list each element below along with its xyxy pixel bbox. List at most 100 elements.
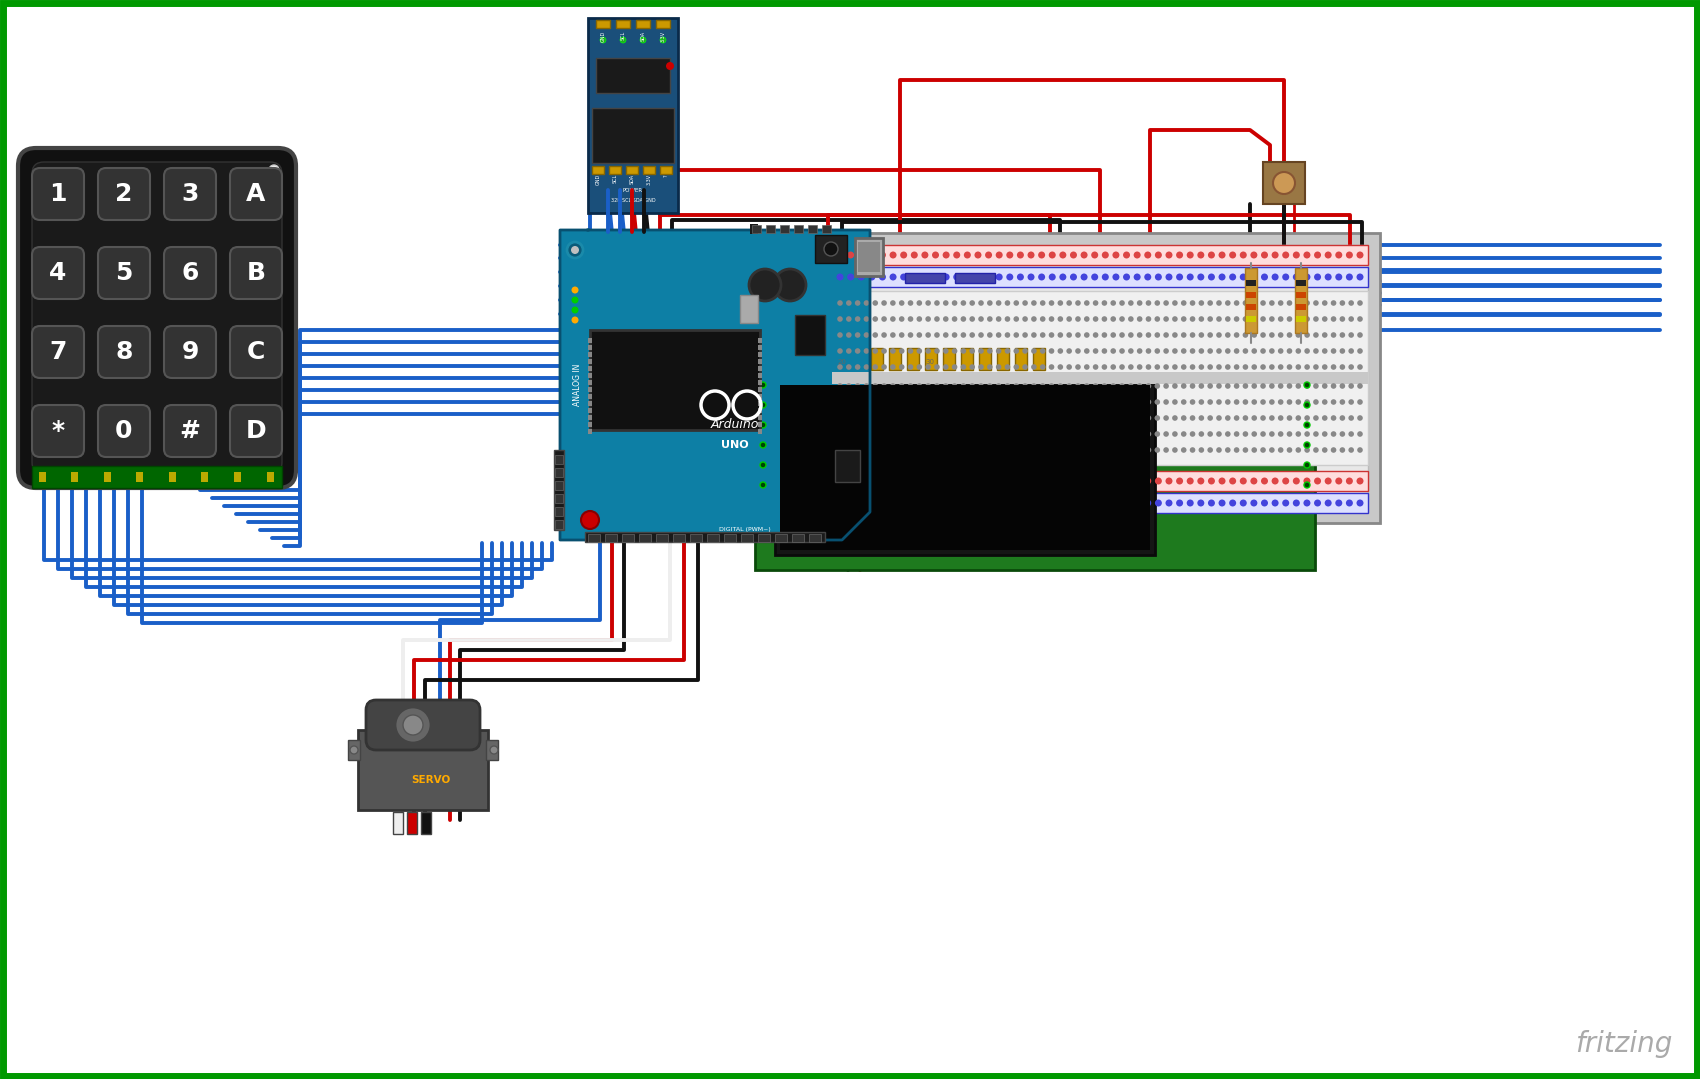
Circle shape <box>1006 273 1013 281</box>
Circle shape <box>1110 332 1115 338</box>
Bar <box>831 493 1368 513</box>
Circle shape <box>1348 432 1353 437</box>
Circle shape <box>1270 349 1275 354</box>
Circle shape <box>1102 432 1107 437</box>
Bar <box>758 380 762 385</box>
Circle shape <box>1146 415 1151 421</box>
Circle shape <box>858 251 865 259</box>
Circle shape <box>1292 500 1300 506</box>
Circle shape <box>1234 300 1239 305</box>
Circle shape <box>1005 383 1010 388</box>
Circle shape <box>1190 383 1195 388</box>
Circle shape <box>969 300 976 305</box>
Circle shape <box>1323 316 1328 322</box>
Circle shape <box>760 482 767 488</box>
Bar <box>588 373 592 378</box>
Circle shape <box>1216 447 1222 453</box>
Circle shape <box>1137 300 1142 305</box>
Circle shape <box>984 500 993 506</box>
Circle shape <box>855 349 860 354</box>
Circle shape <box>872 316 879 322</box>
Circle shape <box>571 287 578 293</box>
Circle shape <box>1182 316 1187 322</box>
Circle shape <box>933 365 940 370</box>
Circle shape <box>1304 462 1311 468</box>
Bar <box>136 472 143 482</box>
Circle shape <box>1304 415 1311 421</box>
Circle shape <box>1357 332 1363 338</box>
Circle shape <box>1324 500 1331 506</box>
Circle shape <box>760 382 767 388</box>
Circle shape <box>1182 415 1187 421</box>
Circle shape <box>872 365 879 370</box>
Bar <box>39 472 46 482</box>
Circle shape <box>1348 383 1353 388</box>
Circle shape <box>1032 432 1037 437</box>
Circle shape <box>911 251 918 259</box>
Circle shape <box>1216 432 1222 437</box>
Circle shape <box>1081 478 1088 484</box>
Circle shape <box>864 365 869 370</box>
Bar <box>622 534 634 542</box>
Circle shape <box>899 300 904 305</box>
Circle shape <box>977 316 984 322</box>
Circle shape <box>1198 415 1204 421</box>
Circle shape <box>977 300 984 305</box>
Text: 32K SCL SDA GND: 32K SCL SDA GND <box>610 199 654 203</box>
Circle shape <box>1146 447 1151 453</box>
Text: 5: 5 <box>116 261 133 285</box>
Circle shape <box>1287 383 1292 388</box>
Circle shape <box>879 478 886 484</box>
Circle shape <box>872 415 879 421</box>
Circle shape <box>1129 332 1134 338</box>
Circle shape <box>1129 365 1134 370</box>
Circle shape <box>996 383 1001 388</box>
Circle shape <box>872 432 879 437</box>
Bar <box>763 349 775 370</box>
Text: 20: 20 <box>838 359 847 365</box>
Bar <box>855 238 882 276</box>
Circle shape <box>988 415 993 421</box>
Circle shape <box>1102 415 1107 421</box>
Circle shape <box>899 316 904 322</box>
Circle shape <box>1207 332 1214 338</box>
Circle shape <box>1357 349 1363 354</box>
Circle shape <box>977 447 984 453</box>
Circle shape <box>1312 415 1319 421</box>
Circle shape <box>1039 500 1046 506</box>
Circle shape <box>1219 251 1226 259</box>
Text: SCL: SCL <box>620 31 626 40</box>
Circle shape <box>1260 432 1266 437</box>
Bar <box>592 108 673 163</box>
Circle shape <box>952 365 957 370</box>
Circle shape <box>1013 383 1018 388</box>
Bar <box>767 226 775 233</box>
Bar <box>673 534 685 542</box>
Bar <box>201 472 207 482</box>
Circle shape <box>1229 251 1236 259</box>
Circle shape <box>996 500 1003 506</box>
Text: 9: 9 <box>182 340 199 364</box>
Circle shape <box>1207 316 1214 322</box>
Circle shape <box>1282 251 1289 259</box>
Circle shape <box>1134 500 1141 506</box>
Circle shape <box>847 383 852 388</box>
Bar <box>1015 349 1027 370</box>
Circle shape <box>1226 316 1231 322</box>
Circle shape <box>1207 365 1214 370</box>
Circle shape <box>1176 500 1183 506</box>
Circle shape <box>1270 383 1275 388</box>
Circle shape <box>916 415 921 421</box>
Circle shape <box>1171 300 1178 305</box>
Circle shape <box>1027 500 1035 506</box>
Bar <box>758 408 762 413</box>
Circle shape <box>1207 447 1214 453</box>
Circle shape <box>1154 273 1161 281</box>
Circle shape <box>891 316 896 322</box>
Circle shape <box>1226 415 1231 421</box>
Circle shape <box>1340 399 1345 405</box>
Circle shape <box>1027 478 1035 484</box>
Circle shape <box>836 273 843 281</box>
Circle shape <box>1295 349 1300 354</box>
Circle shape <box>1182 383 1187 388</box>
